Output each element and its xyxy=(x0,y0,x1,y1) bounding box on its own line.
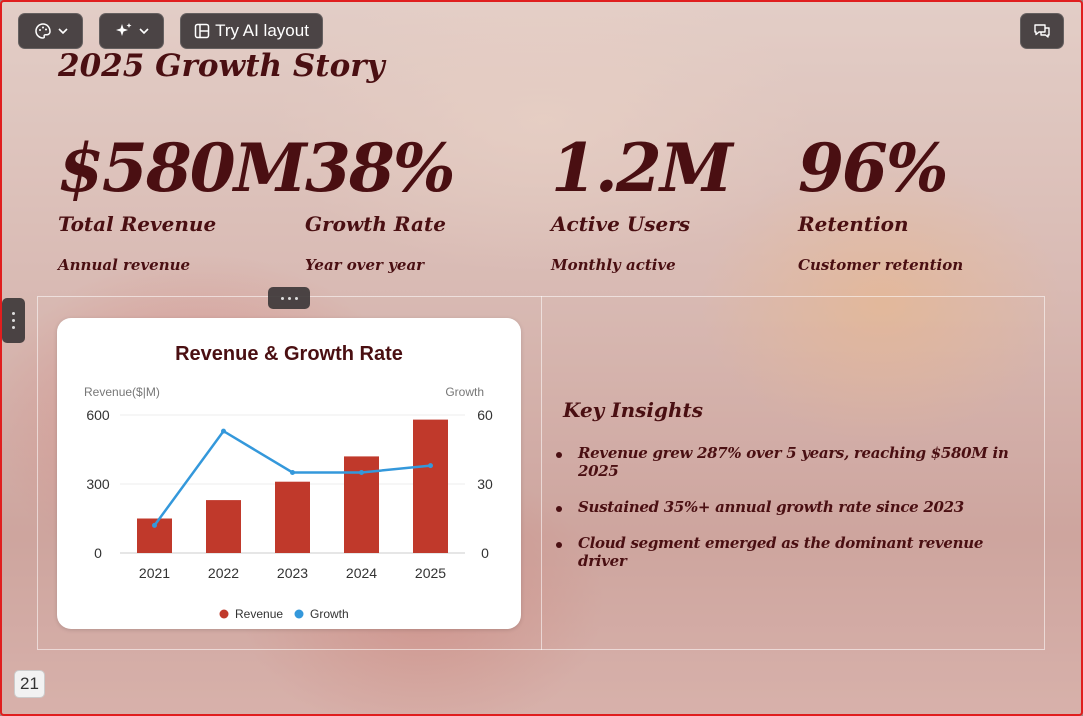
legend-label: Growth xyxy=(310,607,349,621)
drag-handle-icon[interactable] xyxy=(2,298,25,343)
try-ai-layout-button[interactable]: Try AI layout xyxy=(180,13,323,49)
y-tick-label: 0 xyxy=(94,545,102,561)
y-tick-label: 300 xyxy=(86,476,110,492)
stat-label: Retention xyxy=(798,212,909,236)
chart-title: Revenue & Growth Rate xyxy=(175,343,403,365)
insights-list[interactable]: Revenue grew 287% over 5 years, reaching… xyxy=(556,444,1036,588)
stat-card[interactable]: 1.2M Active Users Monthly active xyxy=(551,128,791,274)
growth-point xyxy=(428,463,433,469)
stat-value: 96% xyxy=(798,129,949,207)
insights-title[interactable]: Key Insights xyxy=(563,398,704,422)
insight-item: Revenue grew 287% over 5 years, reaching… xyxy=(556,444,1036,480)
page-number[interactable]: 21 xyxy=(14,670,45,698)
chevron-down-icon xyxy=(57,27,68,35)
ai-magic-button[interactable] xyxy=(99,13,164,49)
x-tick-label: 2023 xyxy=(277,565,308,581)
stat-description: Customer retention xyxy=(798,256,964,274)
x-tick-label: 2021 xyxy=(139,565,170,581)
chart-card[interactable]: Revenue & Growth Rate Revenue($|M) Growth 0… xyxy=(57,318,521,629)
legend-swatch xyxy=(219,609,229,619)
stat-card[interactable]: 38% Growth Rate Year over year xyxy=(305,128,545,274)
y2-tick-label: 30 xyxy=(477,476,493,492)
stat-card[interactable]: $580M Total Revenue Annual revenue xyxy=(58,128,307,274)
comments-button[interactable] xyxy=(1020,13,1064,49)
stat-value: $580M xyxy=(58,129,307,207)
growth-point xyxy=(221,428,226,434)
stat-description: Monthly active xyxy=(551,256,676,274)
growth-point xyxy=(152,522,157,528)
y2-tick-label: 0 xyxy=(481,545,489,561)
legend-label: Revenue xyxy=(235,607,283,621)
y-axis-label: Revenue($|M) xyxy=(84,385,160,399)
bar xyxy=(275,481,310,553)
palette-icon xyxy=(34,22,52,40)
bar xyxy=(413,419,448,553)
theme-button[interactable] xyxy=(18,13,83,49)
stat-value: 38% xyxy=(305,129,456,207)
stat-card[interactable]: 96% Retention Customer retention xyxy=(798,128,1038,274)
drag-handle-icon[interactable] xyxy=(268,287,310,309)
chevron-down-icon xyxy=(138,27,149,35)
y-tick-label: 600 xyxy=(86,407,110,423)
layout-divider[interactable] xyxy=(541,296,542,650)
sparkle-icon xyxy=(115,22,133,40)
legend-swatch xyxy=(294,609,304,619)
combo-chart: Revenue & Growth Rate Revenue($|M) Growth 0… xyxy=(84,343,493,621)
try-ai-layout-label: Try AI layout xyxy=(215,21,309,40)
slide-title[interactable]: 2025 Growth Story xyxy=(58,48,385,84)
bar xyxy=(206,500,241,553)
y2-tick-label: 60 xyxy=(477,407,493,423)
x-tick-label: 2025 xyxy=(415,565,446,581)
layout-icon xyxy=(194,23,210,39)
stat-label: Growth Rate xyxy=(305,212,446,236)
x-tick-label: 2022 xyxy=(208,565,239,581)
stat-label: Active Users xyxy=(551,212,691,236)
x-tick-label: 2024 xyxy=(346,565,377,581)
growth-point xyxy=(359,470,364,475)
stat-description: Annual revenue xyxy=(58,256,191,274)
stat-description: Year over year xyxy=(305,256,425,274)
stat-value: 1.2M xyxy=(551,129,733,207)
insight-item: Sustained 35%+ annual growth rate since … xyxy=(556,498,1036,516)
comment-icon xyxy=(1033,23,1051,39)
y2-axis-label: Growth xyxy=(445,385,484,399)
insight-item: Cloud segment emerged as the dominant re… xyxy=(556,534,1036,570)
stat-label: Total Revenue xyxy=(58,212,217,236)
growth-point xyxy=(290,470,295,475)
